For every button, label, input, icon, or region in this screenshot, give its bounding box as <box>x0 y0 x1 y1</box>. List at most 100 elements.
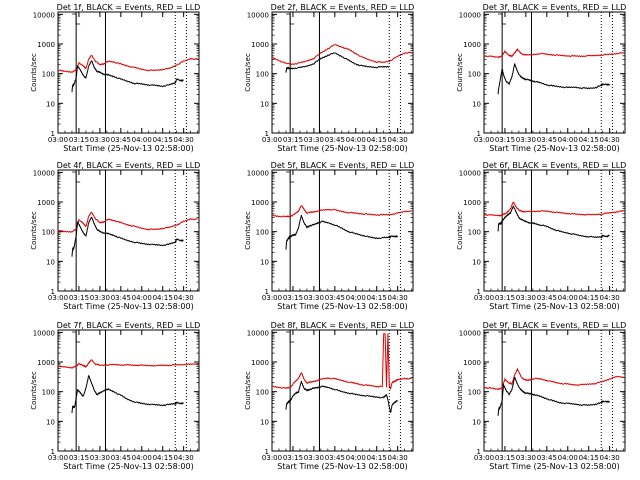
panel-det-1: Det 1f, BLACK = Events, RED = LLD Counts/… <box>30 3 200 153</box>
series-lld-line <box>483 47 624 59</box>
y-tick-label: 10 <box>46 418 55 426</box>
series-lld-line <box>271 44 412 66</box>
x-tick-label: 03:15 <box>69 454 89 462</box>
series-events-line <box>71 60 184 93</box>
x-tick-label: 03:30 <box>516 294 536 302</box>
plot-frame <box>271 329 414 452</box>
x-tick-label: 04:00 <box>558 136 578 144</box>
y-axis-label: Counts/sec <box>30 371 38 410</box>
series-lld-line <box>57 54 198 73</box>
x-tick-label: 04:15 <box>153 294 173 302</box>
y-tick-label: 1 <box>477 448 481 456</box>
panel-det-3: Det 3f, BLACK = Events, RED = LLD Counts/… <box>456 3 626 153</box>
x-tick-label: 03:00 <box>474 136 494 144</box>
y-axis-label: Counts/sec <box>456 211 464 250</box>
y-tick-label: 100 <box>256 71 269 79</box>
y-tick-label: 10000 <box>33 11 55 19</box>
x-axis-label: Start Time (25-Nov-13 02:58:00) <box>489 302 619 311</box>
bracket-marker <box>72 331 81 343</box>
plot-frame <box>271 11 414 134</box>
series-events-line <box>497 205 610 240</box>
y-tick-label: 10 <box>472 100 481 108</box>
panel-title: Det 7f, BLACK = Events, RED = LLD <box>57 321 201 330</box>
x-axis-label: Start Time (25-Nov-13 02:58:00) <box>277 302 407 311</box>
y-tick-label: 1 <box>51 288 55 296</box>
x-tick-label: 03:30 <box>90 136 110 144</box>
plot-frame <box>57 11 200 134</box>
x-tick-label: 03:30 <box>90 294 110 302</box>
panel-title: Det 4f, BLACK = Events, RED = LLD <box>57 161 201 170</box>
x-tick-label: 04:00 <box>132 294 152 302</box>
y-tick-label: 1000 <box>37 359 55 367</box>
panel-title: Det 5f, BLACK = Events, RED = LLD <box>271 161 415 170</box>
y-tick-label: 10 <box>472 418 481 426</box>
x-tick-label: 04:30 <box>388 454 408 462</box>
panel-det-2: Det 2f, BLACK = Events, RED = LLD Counts/… <box>244 3 414 153</box>
y-tick-label: 10 <box>472 258 481 266</box>
bracket-marker <box>286 171 295 183</box>
y-tick-label: 1 <box>51 448 55 456</box>
x-tick-label: 03:30 <box>304 454 324 462</box>
y-tick-label: 10000 <box>247 329 269 337</box>
x-tick-label: 03:15 <box>283 454 303 462</box>
y-axis-label: Counts/sec <box>456 371 464 410</box>
x-tick-label: 03:45 <box>537 136 557 144</box>
x-tick-label: 04:00 <box>346 294 366 302</box>
panel-det-9: Det 9f, BLACK = Events, RED = LLD Counts/… <box>456 321 626 471</box>
x-tick-label: 03:15 <box>283 136 303 144</box>
y-tick-label: 10 <box>46 258 55 266</box>
panel-title: Det 1f, BLACK = Events, RED = LLD <box>57 3 201 12</box>
series-events-line <box>497 63 610 95</box>
x-tick-label: 04:00 <box>558 454 578 462</box>
y-tick-label: 10 <box>260 258 269 266</box>
y-tick-label: 1000 <box>37 199 55 207</box>
x-tick-label: 03:00 <box>474 454 494 462</box>
x-axis-label: Start Time (25-Nov-13 02:58:00) <box>277 144 407 153</box>
panel-title: Det 6f, BLACK = Events, RED = LLD <box>483 161 627 170</box>
y-tick-label: 10000 <box>459 11 481 19</box>
series-lld-line <box>57 359 198 369</box>
y-tick-label: 100 <box>468 71 481 79</box>
x-tick-label: 03:30 <box>304 136 324 144</box>
plot-frame <box>57 169 200 292</box>
panel-det-6: Det 6f, BLACK = Events, RED = LLD Counts/… <box>456 161 626 311</box>
x-tick-label: 04:30 <box>174 454 194 462</box>
y-tick-label: 1000 <box>463 199 481 207</box>
x-tick-label: 03:45 <box>325 454 345 462</box>
series-lld-line <box>271 333 412 390</box>
y-tick-label: 1000 <box>463 359 481 367</box>
bracket-marker <box>72 171 81 183</box>
x-tick-label: 04:00 <box>132 454 152 462</box>
x-tick-label: 03:00 <box>262 294 282 302</box>
x-tick-label: 03:45 <box>537 454 557 462</box>
y-tick-label: 1000 <box>463 41 481 49</box>
panel-title: Det 2f, BLACK = Events, RED = LLD <box>271 3 415 12</box>
x-tick-label: 04:30 <box>600 294 620 302</box>
y-axis-label: Counts/sec <box>244 53 252 92</box>
x-axis-label: Start Time (25-Nov-13 02:58:00) <box>63 302 193 311</box>
bracket-marker <box>72 13 81 25</box>
panel-title: Det 8f, BLACK = Events, RED = LLD <box>271 321 415 330</box>
y-tick-label: 10000 <box>247 11 269 19</box>
y-tick-label: 1 <box>265 448 269 456</box>
x-axis-label: Start Time (25-Nov-13 02:58:00) <box>489 144 619 153</box>
panel-title: Det 3f, BLACK = Events, RED = LLD <box>483 3 627 12</box>
x-tick-label: 03:15 <box>283 294 303 302</box>
y-tick-label: 100 <box>256 389 269 397</box>
x-tick-label: 03:45 <box>111 136 131 144</box>
plot-frame <box>483 329 626 452</box>
x-axis-label: Start Time (25-Nov-13 02:58:00) <box>63 144 193 153</box>
x-tick-label: 04:30 <box>174 294 194 302</box>
x-tick-label: 04:15 <box>367 454 387 462</box>
bracket-marker <box>286 331 295 343</box>
x-tick-label: 03:15 <box>69 136 89 144</box>
bracket-marker <box>498 13 507 25</box>
series-events-line <box>71 216 184 257</box>
y-tick-label: 100 <box>468 229 481 237</box>
x-tick-label: 04:15 <box>579 136 599 144</box>
y-tick-label: 10000 <box>459 329 481 337</box>
x-tick-label: 04:15 <box>153 454 173 462</box>
panel-det-8: Det 8f, BLACK = Events, RED = LLD Counts/… <box>244 321 414 471</box>
y-tick-label: 10 <box>260 418 269 426</box>
